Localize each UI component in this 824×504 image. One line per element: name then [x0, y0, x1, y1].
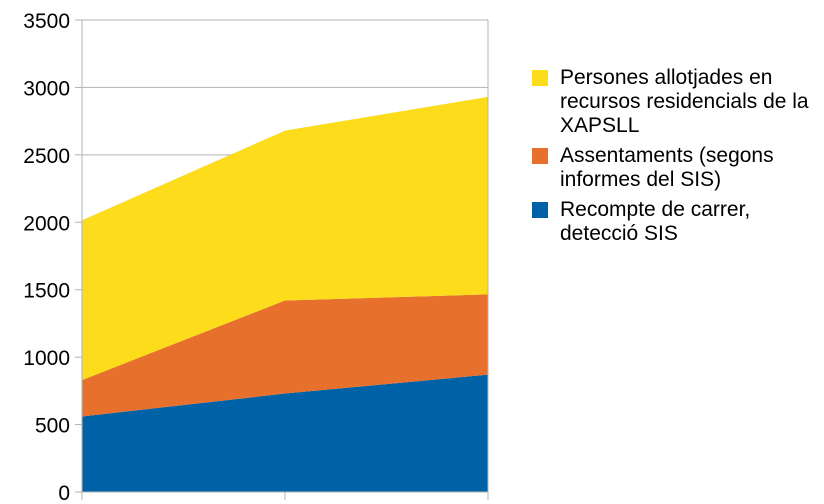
area-series-2 — [82, 96, 488, 381]
legend-label: Assentaments (segons informes del SIS) — [560, 144, 774, 191]
legend-label: Recompte de carrer, detecció SIS — [560, 198, 751, 245]
y-axis-tick-labels: 0 500 1000 1500 2000 2500 3000 3500 — [23, 10, 70, 504]
y-tick-label: 1500 — [23, 280, 70, 303]
y-tick-label: 2000 — [23, 212, 70, 235]
legend-swatch — [532, 148, 548, 164]
legend-item-persones-allotjades: Persones allotjades en recursos residenc… — [530, 66, 824, 138]
y-tick-label: 500 — [35, 415, 70, 438]
y-tick-label: 3500 — [23, 10, 70, 33]
legend-item-assentaments: Assentaments (segons informes del SIS) — [530, 144, 824, 192]
legend-swatch — [532, 70, 548, 86]
chart-legend: Persones allotjades en recursos residenc… — [530, 66, 824, 252]
y-tick-label: 2500 — [23, 145, 70, 168]
legend-label: Persones allotjades en recursos residenc… — [560, 66, 809, 137]
y-tick-label: 1000 — [23, 347, 70, 370]
area-series-1 — [82, 294, 488, 417]
area-series-0 — [82, 374, 488, 492]
legend-item-recompte-de-carrer: Recompte de carrer, detecció SIS — [530, 198, 824, 246]
area-series — [82, 96, 488, 492]
axes — [75, 19, 489, 500]
y-tick-label: 0 — [58, 482, 70, 504]
legend-swatch — [532, 202, 548, 218]
y-tick-label: 3000 — [23, 77, 70, 100]
